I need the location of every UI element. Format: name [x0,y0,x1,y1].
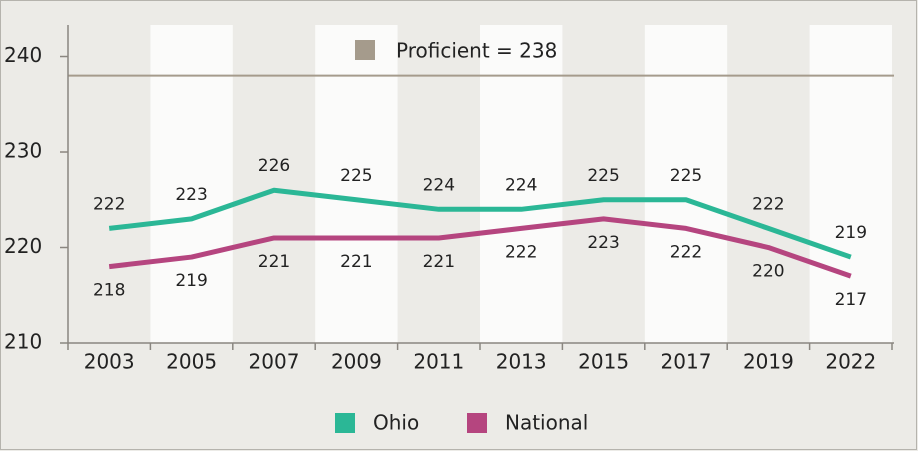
line-0 [108,187,852,260]
y-tick-label: 240 [4,43,42,67]
legend-swatch [467,413,487,433]
legend-label: National [505,411,588,435]
data-label: 218 [93,281,125,301]
x-tick-label: 2009 [331,350,382,374]
legend-swatch [335,413,355,433]
data-label: 221 [423,252,455,272]
data-label: 217 [835,290,867,310]
x-tick-label: 2013 [496,350,547,374]
data-label: 223 [175,185,207,205]
column-band [644,25,728,343]
data-label: 222 [505,242,537,262]
data-label: 222 [93,194,125,214]
x-tick-label: 2003 [84,350,135,374]
x-tick-label: 2015 [578,350,629,374]
data-label: 221 [340,252,372,272]
column-band [150,25,233,343]
data-label: 222 [752,194,784,214]
x-tick-label: 2011 [413,350,464,374]
column-bands [150,25,892,343]
reference-swatch [355,40,375,60]
data-label: 226 [258,156,290,176]
data-label: 225 [670,166,702,186]
data-label: 221 [258,252,290,272]
data-label: 220 [752,262,784,282]
column-band [315,25,398,343]
x-tick-label: 2017 [661,350,712,374]
data-label: 222 [670,242,702,262]
x-tick-label: 2005 [166,350,217,374]
data-label: 224 [505,175,537,195]
legend-label: Ohio [373,411,419,435]
data-label: 219 [835,223,867,243]
y-tick-label: 220 [4,234,42,258]
y-tick-label: 210 [4,330,42,354]
reference-label: Proficient = 238 [396,39,557,63]
column-band [480,25,563,343]
data-label: 225 [587,166,619,186]
line-1 [108,216,852,279]
data-label: 224 [423,175,455,195]
x-tick-label: 2022 [825,350,876,374]
column-band [809,25,892,343]
data-label: 219 [175,271,207,291]
x-tick-label: 2007 [249,350,300,374]
data-label: 225 [340,166,372,186]
y-tick-label: 230 [4,139,42,163]
data-label: 223 [587,233,619,253]
x-tick-label: 2019 [743,350,794,374]
